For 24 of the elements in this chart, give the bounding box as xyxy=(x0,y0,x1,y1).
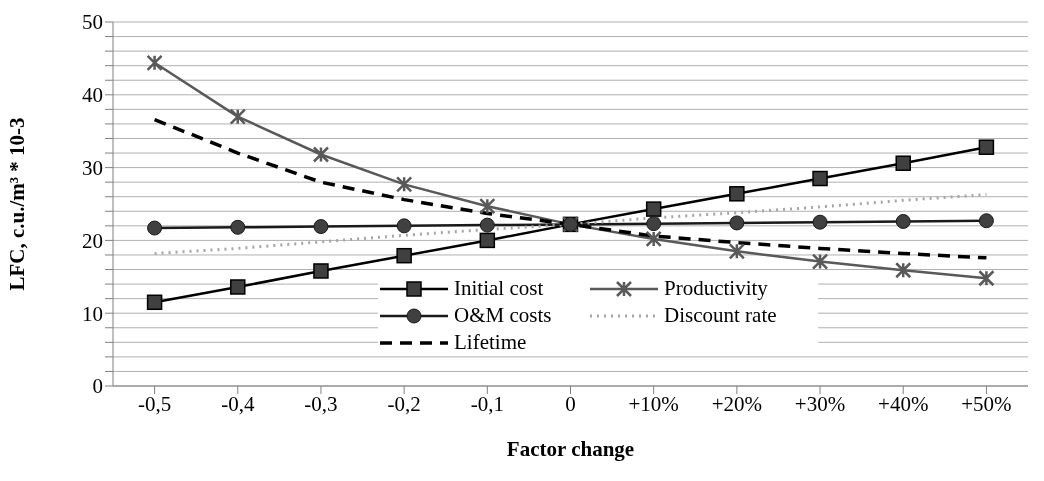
x-tick-label: 0 xyxy=(565,391,576,416)
x-axis-title: Factor change xyxy=(506,437,635,461)
y-tick-label: 10 xyxy=(82,301,103,326)
y-tick-label: 30 xyxy=(82,156,103,181)
y-tick-label: 0 xyxy=(92,374,103,399)
x-tick-label: -0,2 xyxy=(387,391,421,416)
y-tick-label: 40 xyxy=(82,83,103,108)
y-tick-label: 50 xyxy=(82,10,103,35)
x-tick-label: +40% xyxy=(878,391,929,416)
legend-label: Initial cost xyxy=(454,276,544,301)
x-tick-label: +20% xyxy=(711,391,763,416)
legend-label: Lifetime xyxy=(454,330,527,355)
x-tick-label: -0,1 xyxy=(470,391,504,416)
x-tick-label: +50% xyxy=(961,391,1012,416)
legend-label: O&M costs xyxy=(454,303,552,328)
y-tick-label: 20 xyxy=(82,228,103,253)
x-tick-label: -0,5 xyxy=(137,391,172,416)
legend-label: Discount rate xyxy=(664,303,777,328)
x-tick-label: +10% xyxy=(628,391,679,416)
y-axis-title: LFC, c.u./m³ * 10-3 xyxy=(5,117,29,291)
legend-label: Productivity xyxy=(664,276,768,301)
x-tick-label: -0,3 xyxy=(304,391,338,416)
x-tick-label: -0,4 xyxy=(221,391,255,416)
x-tick-label: +30% xyxy=(794,391,846,416)
